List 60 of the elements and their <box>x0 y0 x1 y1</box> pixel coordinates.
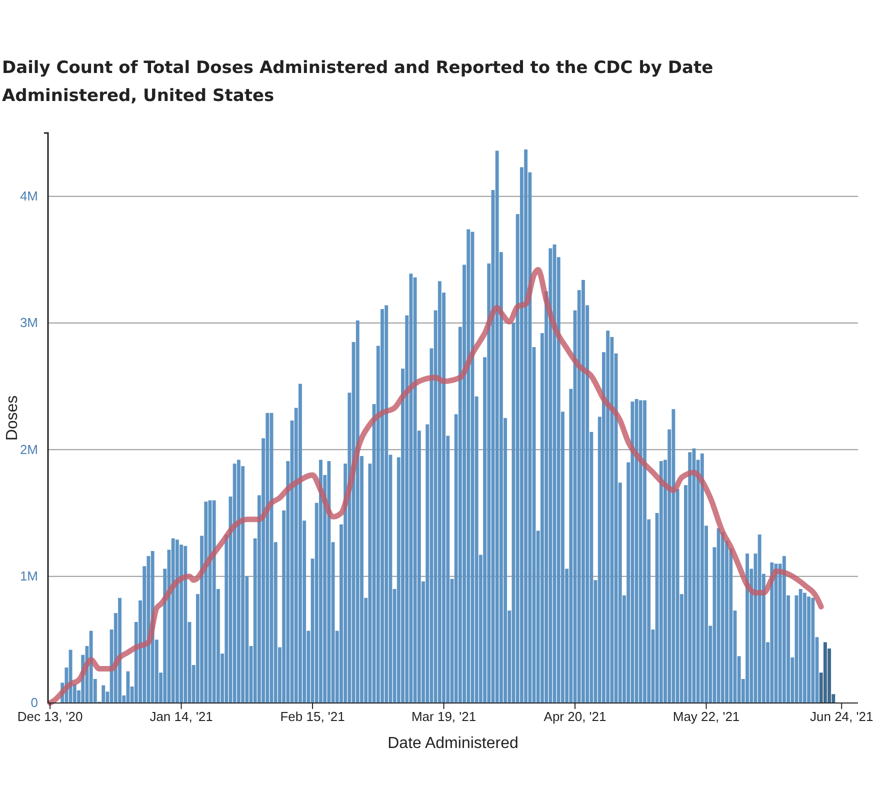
y-tick-label: 3M <box>20 315 38 330</box>
x-tick-label: Mar 19, '21 <box>411 709 476 724</box>
bar <box>758 534 762 703</box>
bar <box>746 554 749 703</box>
bar <box>356 320 360 703</box>
bar <box>672 409 676 703</box>
bar <box>548 248 552 703</box>
bar <box>802 592 806 703</box>
y-tick-label: 2M <box>20 442 38 457</box>
x-axis-title: Date Administered <box>388 735 518 752</box>
bar <box>204 502 208 703</box>
x-tick-label: May 22, '21 <box>672 709 740 724</box>
bar <box>118 598 122 703</box>
bar <box>438 281 442 703</box>
bar <box>643 400 646 703</box>
bar <box>700 453 704 703</box>
bar <box>798 589 802 703</box>
bar <box>184 546 188 703</box>
bar <box>495 150 499 703</box>
y-tick-label: 1M <box>20 568 38 584</box>
bar <box>327 461 331 703</box>
bar <box>171 538 175 703</box>
bar <box>266 412 270 703</box>
x-tick-label: Apr 20, '21 <box>544 709 606 724</box>
bar <box>413 277 417 703</box>
y-tick-label: 0 <box>30 695 38 710</box>
x-tick-label: Feb 15, '21 <box>280 709 345 724</box>
x-tick-label: Dec 13, '20 <box>17 709 83 724</box>
x-tick-label: Jun 24, '21 <box>810 709 874 724</box>
bar <box>102 685 106 703</box>
bar <box>232 464 236 703</box>
x-tick-label: Jan 14, '21 <box>150 709 213 724</box>
bar <box>236 460 240 703</box>
bar <box>659 461 663 703</box>
bar <box>630 402 634 703</box>
bar <box>606 330 610 703</box>
bar <box>638 400 642 703</box>
bar <box>716 528 720 703</box>
bar <box>823 642 827 703</box>
bar <box>175 540 179 703</box>
bar <box>298 384 302 703</box>
bar <box>581 280 585 703</box>
bar <box>811 598 815 703</box>
bar <box>466 229 470 703</box>
bar <box>770 562 774 703</box>
bar <box>409 274 413 703</box>
bar <box>380 309 384 703</box>
bar <box>807 596 811 703</box>
bar <box>688 452 692 703</box>
bar <box>89 630 93 703</box>
bar <box>524 149 528 703</box>
bar <box>692 448 696 703</box>
y-axis-title: Doses <box>4 395 21 441</box>
bar <box>319 460 322 703</box>
bar <box>782 556 786 703</box>
chart-title: Daily Count of Total Doses Administered and Reported to the CDC by Date Administered, United States <box>2 57 714 108</box>
bar <box>212 500 216 703</box>
bar <box>384 305 388 703</box>
y-tick-label: 4M <box>20 188 38 204</box>
bar <box>634 399 638 703</box>
